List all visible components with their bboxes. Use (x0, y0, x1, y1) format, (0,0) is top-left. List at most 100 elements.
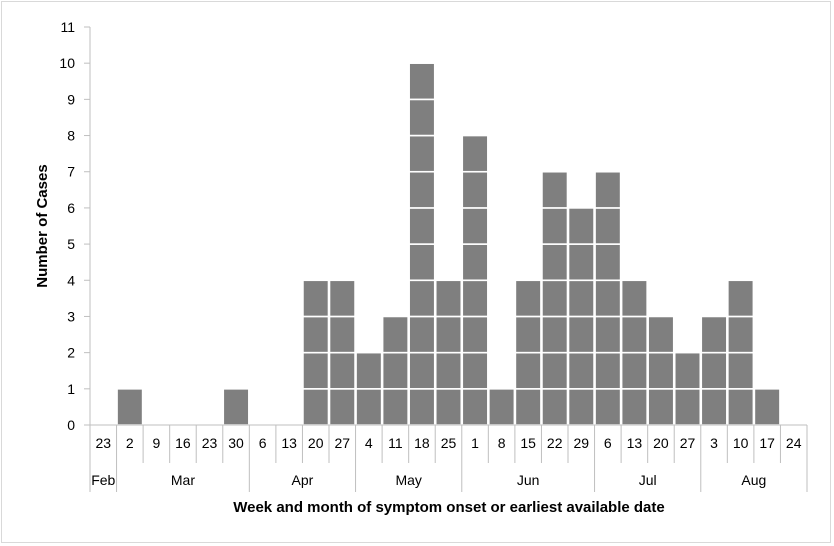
bar-case-box (620, 388, 648, 426)
bar-case-box (461, 351, 489, 390)
bar-case-box (594, 279, 622, 318)
bar-case-box (514, 351, 542, 390)
bar-case-box (461, 134, 489, 173)
bar-case-box (328, 315, 356, 354)
bar-case-box (302, 315, 330, 354)
y-tick-label: 1 (67, 381, 75, 397)
bar-case-box (408, 207, 436, 245)
y-tick-label: 8 (67, 128, 75, 144)
bar-case-box (541, 351, 569, 390)
bar-case-box (700, 315, 728, 354)
bar-case-box (434, 351, 463, 390)
bar-case-box (408, 98, 436, 137)
bar-case-box (408, 243, 436, 282)
x-month-label: Feb (91, 472, 115, 488)
bar-case-box (541, 170, 569, 209)
bar-case-box (381, 351, 409, 390)
x-week-label: 8 (498, 435, 506, 451)
x-week-label: 17 (759, 435, 775, 451)
bar-case-box (514, 388, 542, 426)
x-week-label: 23 (95, 435, 111, 451)
x-week-label: 22 (547, 435, 563, 451)
bar-case-box (461, 170, 489, 209)
y-axis-label: Number of Cases (34, 164, 51, 287)
bar-case-box (355, 388, 383, 426)
bar-case-box (727, 279, 755, 318)
x-week-label: 18 (414, 435, 430, 451)
bar-case-box (302, 388, 330, 426)
bar-case-box (408, 62, 436, 101)
x-week-label: 2 (126, 435, 134, 451)
x-week-label: 27 (334, 435, 350, 451)
bar-case-box (700, 351, 728, 390)
bar-case-box (434, 315, 463, 354)
bar-case-box (647, 388, 675, 426)
bar-case-box (594, 388, 622, 426)
bar-case-box (328, 351, 356, 390)
bar-case-box (488, 388, 516, 426)
bar-case-box (541, 279, 569, 318)
x-week-label: 20 (653, 435, 669, 451)
bar-case-box (408, 279, 436, 318)
bar-case-box (541, 315, 569, 354)
x-axis: 23 2 9 16 23 30 6 13 20 27 4 11 18 25 1 8 15 22 29 6 13 20 27 3… (89, 424, 808, 492)
y-axis: 0 1 2 3 4 5 6 7 8 9 10 11 (59, 19, 91, 433)
bar-case-box (461, 207, 489, 245)
bar-case-box (381, 315, 409, 354)
bar-case-box (594, 243, 622, 282)
x-week-label: 4 (365, 435, 373, 451)
y-tick-label: 11 (60, 19, 75, 35)
bar-case-box (328, 388, 356, 426)
y-tick-label: 10 (59, 55, 75, 71)
bar-case-box (514, 279, 542, 318)
bar-case-box (408, 134, 436, 173)
x-week-label: 24 (786, 435, 802, 451)
y-tick-label: 7 (67, 164, 75, 180)
y-tick-label: 9 (67, 91, 75, 107)
y-tick-label: 5 (67, 236, 75, 252)
bar-case-box (620, 351, 648, 390)
bar-case-box (355, 351, 383, 390)
bar-case-box (727, 388, 755, 426)
y-tick-label: 4 (67, 272, 75, 288)
bar-case-box (514, 315, 542, 354)
bar-case-box (567, 279, 595, 318)
x-week-label: 3 (710, 435, 718, 451)
y-tick-label: 0 (67, 417, 75, 433)
bar-case-box (328, 279, 356, 318)
bar-case-box (461, 315, 489, 354)
bar-case-box (753, 388, 781, 426)
bar-case-box (594, 315, 622, 354)
x-month-label: Jun (517, 472, 540, 488)
x-week-label: 30 (228, 435, 244, 451)
bar-case-box (461, 243, 489, 282)
x-week-label: 11 (388, 435, 403, 451)
bar-case-box (727, 315, 755, 354)
x-week-label: 6 (259, 435, 267, 451)
x-week-label: 27 (680, 435, 696, 451)
bar-case-box (673, 388, 702, 426)
x-week-label: 29 (573, 435, 589, 451)
bar-case-box (541, 207, 569, 245)
bar-case-box (461, 388, 489, 426)
bar-case-box (408, 351, 436, 390)
bar-case-box (700, 388, 728, 426)
y-tick-label: 6 (67, 200, 75, 216)
x-week-label: 20 (308, 435, 324, 451)
bar-case-box (541, 243, 569, 282)
x-week-label: 13 (281, 435, 297, 451)
bar-case-box (594, 351, 622, 390)
bars (116, 62, 781, 426)
bar-case-box (567, 315, 595, 354)
x-week-label: 15 (520, 435, 536, 451)
x-week-label: 23 (202, 435, 218, 451)
x-month-label: Jul (639, 472, 657, 488)
bar-case-box (302, 351, 330, 390)
bar-case-box (594, 207, 622, 245)
bar-case-box (647, 315, 675, 354)
bar-case-box (620, 279, 648, 318)
bar-case-box (434, 388, 463, 426)
bar-case-box (116, 388, 144, 426)
x-week-label: 25 (441, 435, 457, 451)
